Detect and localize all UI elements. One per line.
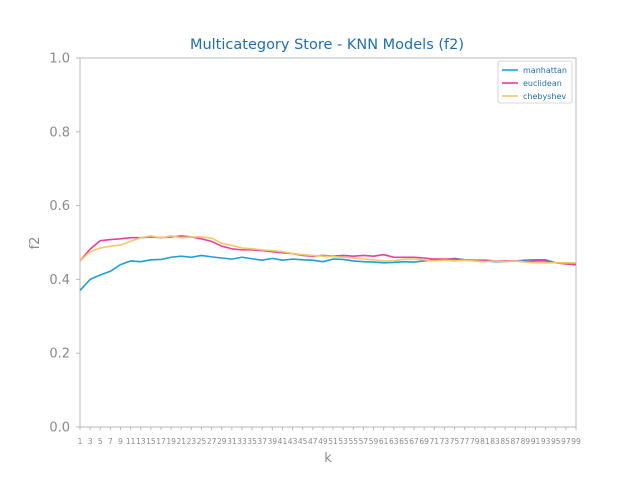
series-line-chebyshev	[79, 235, 576, 264]
x-tick-label: 13	[136, 437, 146, 446]
legend-box	[497, 60, 573, 104]
x-tick-label: 85	[500, 437, 510, 446]
x-tick-label: 25	[197, 437, 207, 446]
series-lines	[79, 235, 577, 292]
x-tick-label: 83	[490, 437, 500, 446]
x-tick-label: 59	[369, 437, 379, 446]
y-axis: 0.0 0.2 0.4 0.6 0.8 1.0	[49, 52, 80, 436]
x-tick-label: 29	[217, 437, 227, 446]
x-tick-label: 89	[521, 437, 531, 446]
x-tick-label: 49	[318, 437, 328, 446]
x-tick-label: 15	[146, 437, 156, 446]
x-axis: 1 3 5 7 9 11 13 15 17 19 21 23 25 27 29 31 33 35 37 39 41 43 4…	[78, 427, 581, 446]
x-tick-label: 21	[176, 437, 186, 446]
x-axis-label: k	[324, 451, 332, 466]
x-tick-label: 69	[419, 437, 429, 446]
x-tick-label: 41	[278, 437, 288, 446]
x-tick-label: 17	[156, 437, 166, 446]
x-tick-label: 99	[571, 437, 581, 446]
legend-label-chebyshev: chebyshev	[523, 92, 566, 101]
x-tick-label: 23	[187, 437, 197, 446]
x-tick-label: 53	[338, 437, 348, 446]
x-tick-label: 55	[349, 437, 359, 446]
x-tick-label: 91	[531, 437, 541, 446]
legend-label-manhattan: manhattan	[523, 66, 567, 75]
legend-label-euclidean: euclidean	[523, 79, 562, 88]
x-tick-label: 3	[88, 437, 93, 446]
x-tick-label: 37	[257, 437, 267, 446]
y-axis-label: f2	[28, 237, 43, 250]
x-tick-label: 77	[460, 437, 470, 446]
x-tick-label: 57	[359, 437, 369, 446]
chart-title: Multicategory Store - KNN Models (f2)	[190, 37, 464, 53]
x-tick-label: 5	[98, 437, 103, 446]
x-tick-label: 81	[480, 437, 490, 446]
x-tick-label: 31	[227, 437, 237, 446]
x-tick-label: 9	[118, 437, 123, 446]
x-tick-label: 43	[288, 437, 298, 446]
x-tick-label: 61	[379, 437, 389, 446]
y-tick-label: 0.0	[49, 421, 70, 436]
x-tick-label: 7	[108, 437, 113, 446]
x-tick-label: 45	[298, 437, 308, 446]
y-tick-label: 1.0	[49, 52, 70, 67]
x-tick-label: 71	[430, 437, 440, 446]
legend: manhattan euclidean chebyshev	[497, 60, 573, 104]
y-tick-label: 0.2	[49, 347, 70, 362]
x-tick-label: 63	[389, 437, 399, 446]
x-tick-label: 95	[551, 437, 561, 446]
x-tick-label: 73	[440, 437, 450, 446]
x-tick-label: 1	[78, 437, 83, 446]
x-tick-label: 51	[328, 437, 338, 446]
x-tick-label: 33	[237, 437, 247, 446]
y-tick-label: 0.6	[49, 199, 70, 214]
y-tick-label: 0.4	[49, 273, 70, 288]
x-tick-label: 97	[561, 437, 571, 446]
x-tick-label: 75	[450, 437, 460, 446]
x-tick-label: 79	[470, 437, 480, 446]
plot-area	[79, 57, 577, 428]
x-tick-label: 93	[541, 437, 551, 446]
x-tick-label: 27	[207, 437, 217, 446]
y-tick-label: 0.8	[49, 125, 70, 140]
x-tick-label: 67	[409, 437, 419, 446]
x-tick-label: 65	[399, 437, 409, 446]
x-tick-label: 19	[166, 437, 176, 446]
x-tick-label: 35	[247, 437, 257, 446]
x-tick-label: 87	[510, 437, 520, 446]
x-tick-label: 47	[308, 437, 318, 446]
x-tick-label: 11	[126, 437, 136, 446]
x-tick-label: 39	[268, 437, 278, 446]
